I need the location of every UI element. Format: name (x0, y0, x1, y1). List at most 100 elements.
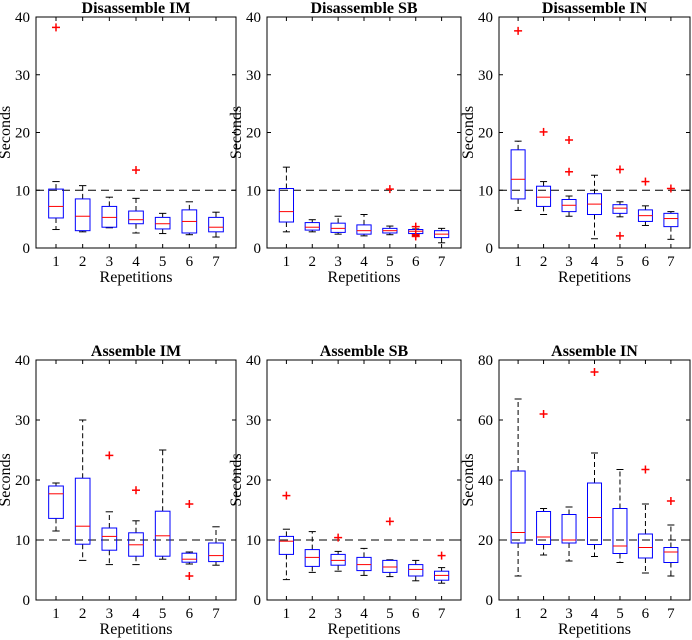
iqr-box (48, 188, 64, 219)
x-tick-label: 2 (540, 606, 548, 622)
box-repetition-4 (356, 214, 372, 237)
iqr-box (128, 210, 144, 225)
iqr-box (101, 205, 118, 228)
y-tick-label: 30 (15, 68, 30, 84)
iqr-box (586, 482, 603, 545)
y-axis-label: Seconds (228, 453, 245, 506)
iqr-box (278, 535, 295, 555)
box-repetition-7 (208, 526, 224, 566)
box-repetition-2 (74, 419, 91, 561)
box-repetition-4 (586, 368, 603, 557)
chart-title: Disassemble IM (82, 0, 191, 17)
iqr-box (48, 485, 64, 519)
outlier-marker (615, 165, 624, 174)
x-axis-label: Repetitions (558, 621, 631, 638)
x-tick-label: 4 (360, 606, 368, 622)
x-tick-label: 3 (565, 606, 573, 622)
x-tick-label: 7 (212, 254, 220, 270)
y-axis-label: Seconds (0, 453, 14, 506)
iqr-box (408, 564, 424, 577)
iqr-box (74, 477, 91, 545)
outlier-marker (105, 451, 114, 460)
x-tick-label: 7 (438, 254, 446, 270)
box-repetition-3 (101, 451, 118, 566)
box-repetition-1 (510, 398, 526, 577)
x-tick-label: 1 (514, 606, 522, 622)
iqr-box (663, 547, 679, 563)
box-repetition-2 (304, 531, 320, 573)
x-tick-label: 5 (159, 606, 167, 622)
y-axis-label: Seconds (228, 106, 245, 159)
y-tick-label: 40 (478, 10, 493, 26)
box-repetition-5 (612, 469, 628, 563)
box-repetition-2 (536, 410, 552, 556)
box-repetition-3 (330, 215, 346, 235)
axes-frame (266, 359, 462, 601)
y-tick-label: 20 (478, 533, 493, 549)
box-repetition-5 (154, 449, 171, 560)
chart-title: Disassemble SB (310, 0, 417, 17)
chart-title: Assemble IM (91, 343, 181, 360)
x-tick-label: 2 (79, 254, 87, 270)
x-tick-label: 5 (616, 606, 624, 622)
chart-title: Assemble IN (551, 343, 638, 360)
iqr-box (330, 222, 346, 233)
box-repetition-4 (356, 547, 372, 576)
y-tick-label: 20 (478, 126, 493, 142)
x-tick-label: 3 (106, 254, 114, 270)
axes-frame (266, 16, 462, 249)
outlier-marker (132, 486, 140, 495)
chart-panel-3: Disassemble IN 0 10 20 30 40 Seconds 1 2 3 4 5 6 7 Rep… (460, 0, 691, 286)
iqr-box (561, 514, 577, 544)
x-tick-label: 4 (132, 254, 140, 270)
iqr-box (330, 553, 346, 566)
y-tick-label: 20 (246, 473, 261, 489)
chart-title: Disassemble IN (542, 0, 648, 17)
y-tick-label: 40 (15, 10, 30, 26)
x-axis-label: Repetitions (558, 269, 631, 286)
y-tick-label: 0 (254, 241, 262, 257)
outlier-marker (185, 500, 194, 508)
box-repetition-4 (128, 486, 144, 566)
x-tick-label: 6 (186, 606, 194, 622)
x-tick-label: 2 (309, 254, 317, 270)
y-tick-label: 10 (246, 183, 261, 199)
x-tick-label: 4 (360, 254, 368, 270)
y-tick-label: 20 (15, 473, 30, 489)
x-axis-label: Repetitions (328, 621, 401, 638)
x-tick-label: 3 (334, 254, 342, 270)
box-repetition-6 (181, 201, 198, 236)
y-tick-label: 0 (486, 241, 494, 257)
outlier-marker (666, 497, 675, 505)
y-tick-label: 10 (246, 533, 261, 549)
y-tick-label: 30 (246, 413, 261, 429)
x-axis-label: Repetitions (100, 269, 173, 286)
x-tick-label: 3 (565, 254, 573, 270)
outlier-marker (641, 465, 650, 474)
box-repetition-1 (278, 166, 295, 233)
iqr-box (510, 149, 526, 200)
x-tick-label: 2 (309, 606, 317, 622)
x-tick-label: 7 (212, 606, 220, 622)
iqr-box (278, 188, 295, 223)
chart-panel-4: Assemble IM 0 10 20 30 40 Seconds 1 2 3 4 5 6 7 Repeti… (0, 343, 237, 638)
box-repetition-5 (154, 212, 171, 235)
iqr-box (663, 212, 679, 228)
y-axis-label: Seconds (460, 453, 477, 506)
box-repetition-1 (48, 23, 64, 231)
iqr-box (382, 559, 398, 573)
x-axis-label: Repetitions (328, 269, 401, 286)
axes-frame (35, 359, 237, 601)
x-tick-label: 5 (159, 254, 167, 270)
x-tick-label: 4 (591, 606, 599, 622)
iqr-box (181, 552, 198, 563)
x-tick-label: 5 (386, 254, 394, 270)
iqr-box (101, 527, 118, 551)
chart-title: Assemble SB (320, 343, 409, 360)
iqr-box (637, 533, 653, 559)
box-repetition-7 (208, 211, 224, 238)
iqr-box (536, 511, 552, 545)
outlier-marker (132, 166, 140, 175)
y-tick-label: 60 (478, 413, 493, 429)
y-tick-label: 0 (254, 593, 262, 609)
